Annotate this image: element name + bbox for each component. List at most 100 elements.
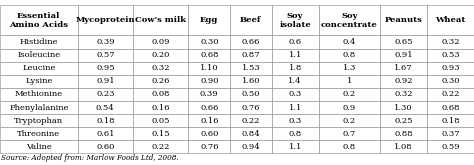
Text: Lysine: Lysine — [25, 77, 53, 85]
Bar — [230, 35, 272, 49]
Bar — [427, 114, 474, 127]
Text: 0.22: 0.22 — [152, 143, 170, 151]
Text: 0.23: 0.23 — [96, 90, 115, 99]
Bar — [427, 101, 474, 114]
Text: Egg: Egg — [200, 16, 219, 24]
Text: 0.22: 0.22 — [242, 117, 260, 125]
Text: 0.18: 0.18 — [441, 117, 460, 125]
Bar — [78, 35, 133, 49]
Bar — [133, 127, 189, 140]
Bar — [230, 49, 272, 62]
Text: 0.4: 0.4 — [343, 38, 356, 46]
Bar — [272, 75, 319, 88]
Bar — [319, 114, 380, 127]
Text: Isoleucine: Isoleucine — [17, 51, 60, 59]
Bar — [427, 49, 474, 62]
Text: 0.76: 0.76 — [200, 143, 219, 151]
Bar — [78, 101, 133, 114]
Text: 0.57: 0.57 — [96, 51, 115, 59]
Bar — [189, 101, 230, 114]
Text: 0.15: 0.15 — [152, 130, 170, 138]
Text: 0.60: 0.60 — [96, 143, 115, 151]
Bar — [133, 140, 189, 153]
Text: 1.53: 1.53 — [241, 64, 260, 72]
Bar — [0, 49, 78, 62]
Text: 0.8: 0.8 — [343, 143, 356, 151]
Bar — [189, 114, 230, 127]
Bar — [380, 101, 427, 114]
Bar — [319, 75, 380, 88]
Bar — [78, 49, 133, 62]
Text: Methionine: Methionine — [15, 90, 63, 99]
Bar — [0, 35, 78, 49]
Bar — [272, 35, 319, 49]
Text: 0.53: 0.53 — [441, 51, 460, 59]
Text: Soy
isolate: Soy isolate — [279, 12, 311, 29]
Bar — [319, 62, 380, 75]
Text: 1.30: 1.30 — [394, 104, 413, 112]
Text: 1.08: 1.08 — [394, 143, 413, 151]
Text: 1.67: 1.67 — [394, 64, 413, 72]
Bar — [380, 75, 427, 88]
Text: 0.2: 0.2 — [343, 117, 356, 125]
Text: 0.3: 0.3 — [289, 90, 302, 99]
Bar — [319, 5, 380, 35]
Bar — [78, 88, 133, 101]
Text: 0.9: 0.9 — [343, 104, 356, 112]
Text: 0.7: 0.7 — [343, 130, 356, 138]
Bar — [230, 5, 272, 35]
Bar — [189, 35, 230, 49]
Text: 0.94: 0.94 — [241, 143, 260, 151]
Text: 0.88: 0.88 — [394, 130, 413, 138]
Bar — [0, 88, 78, 101]
Bar — [230, 88, 272, 101]
Text: 0.87: 0.87 — [242, 51, 260, 59]
Text: 0.37: 0.37 — [441, 130, 460, 138]
Bar — [272, 101, 319, 114]
Text: 0.2: 0.2 — [343, 90, 356, 99]
Bar — [189, 62, 230, 75]
Text: 0.91: 0.91 — [394, 51, 413, 59]
Text: Wheat: Wheat — [435, 16, 465, 24]
Bar — [272, 5, 319, 35]
Text: 0.32: 0.32 — [152, 64, 170, 72]
Bar — [319, 101, 380, 114]
Bar — [427, 5, 474, 35]
Text: 0.68: 0.68 — [441, 104, 460, 112]
Bar — [272, 127, 319, 140]
Text: 1.4: 1.4 — [289, 77, 302, 85]
Bar — [380, 5, 427, 35]
Text: 0.66: 0.66 — [200, 104, 219, 112]
Bar — [189, 5, 230, 35]
Bar — [272, 49, 319, 62]
Bar — [133, 62, 189, 75]
Text: 1.60: 1.60 — [242, 77, 260, 85]
Text: Peanuts: Peanuts — [384, 16, 422, 24]
Bar — [133, 5, 189, 35]
Text: Cow's milk: Cow's milk — [135, 16, 186, 24]
Text: 1.1: 1.1 — [289, 104, 302, 112]
Bar — [427, 62, 474, 75]
Text: 0.60: 0.60 — [200, 130, 219, 138]
Bar — [230, 114, 272, 127]
Bar — [319, 88, 380, 101]
Text: 0.54: 0.54 — [96, 104, 115, 112]
Bar — [272, 62, 319, 75]
Text: 0.84: 0.84 — [241, 130, 260, 138]
Text: 0.22: 0.22 — [441, 90, 460, 99]
Text: 1.8: 1.8 — [289, 64, 302, 72]
Bar — [0, 140, 78, 153]
Text: Leucine: Leucine — [22, 64, 55, 72]
Text: 0.05: 0.05 — [152, 117, 170, 125]
Text: Threonine: Threonine — [17, 130, 60, 138]
Bar — [230, 140, 272, 153]
Text: 0.30: 0.30 — [200, 38, 219, 46]
Text: 1.3: 1.3 — [343, 64, 356, 72]
Text: 0.16: 0.16 — [200, 117, 219, 125]
Text: 0.25: 0.25 — [394, 117, 412, 125]
Bar — [0, 5, 78, 35]
Bar — [319, 49, 380, 62]
Text: Source: Adopted from: Marlow Foods Ltd, 2008.: Source: Adopted from: Marlow Foods Ltd, … — [1, 154, 179, 162]
Text: 0.09: 0.09 — [152, 38, 170, 46]
Bar — [319, 35, 380, 49]
